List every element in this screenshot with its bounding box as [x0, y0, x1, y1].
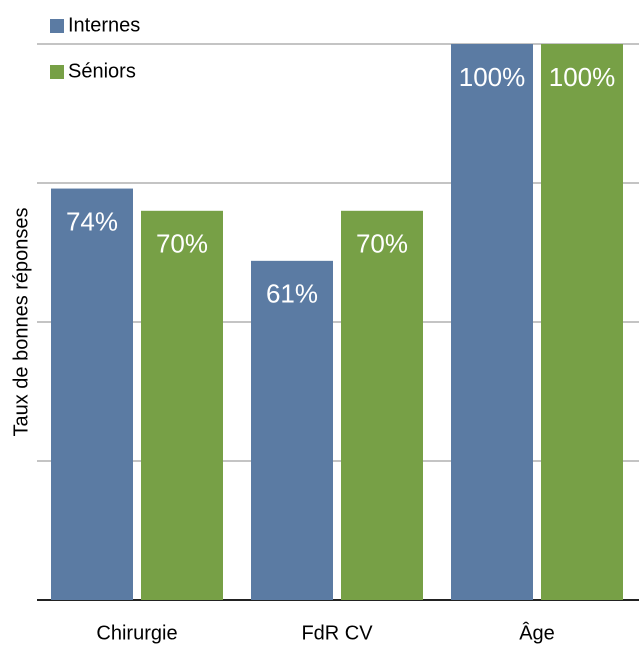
legend-swatch — [50, 65, 64, 79]
data-label: 100% — [549, 62, 616, 92]
bar — [141, 210, 223, 601]
x-tick-label: FdR CV — [301, 622, 373, 644]
data-label: 70% — [156, 229, 208, 259]
x-tick-label: Chirurgie — [96, 622, 177, 644]
legend-label: Internes — [68, 14, 140, 36]
bar — [341, 210, 423, 601]
y-axis-label: Taux de bonnes réponses — [10, 207, 32, 436]
data-label: 70% — [356, 229, 408, 259]
data-label: 61% — [266, 279, 318, 309]
bar — [451, 44, 533, 600]
bar — [51, 188, 133, 600]
legend-label: Séniors — [68, 60, 136, 82]
bar — [541, 44, 623, 600]
legend-swatch — [50, 19, 64, 33]
data-label: 74% — [66, 206, 118, 236]
data-label: 100% — [459, 62, 526, 92]
x-tick-label: Âge — [519, 621, 555, 644]
bar — [251, 260, 333, 600]
